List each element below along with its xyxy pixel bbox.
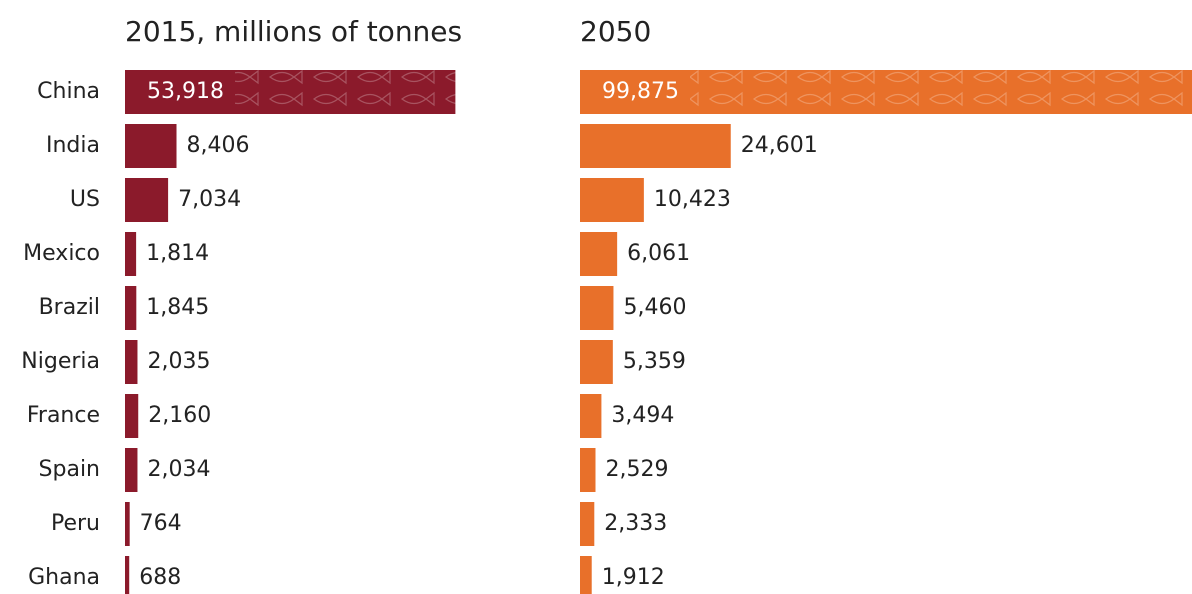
bar — [125, 556, 130, 594]
category-label: China — [37, 79, 100, 104]
category-label: Nigeria — [21, 349, 100, 374]
value-label: 8,406 — [187, 133, 250, 158]
bar-pattern — [690, 70, 1192, 114]
value-label: 10,423 — [654, 187, 731, 212]
bar — [580, 556, 592, 594]
bar — [125, 448, 138, 492]
value-label: 3,494 — [611, 403, 674, 428]
bar — [580, 232, 618, 276]
bar — [125, 502, 130, 546]
category-label: India — [46, 133, 100, 158]
value-label: 2,035 — [147, 349, 210, 374]
bar — [580, 394, 602, 438]
value-label: 24,601 — [741, 133, 818, 158]
bar — [580, 448, 596, 492]
panel-title: 2050 — [580, 15, 651, 48]
value-label: 2,160 — [148, 403, 211, 428]
bar — [580, 178, 644, 222]
bar-pattern — [235, 70, 456, 114]
category-label: Peru — [51, 511, 100, 536]
value-label: 764 — [140, 511, 182, 536]
bar — [580, 340, 613, 384]
value-label: 53,918 — [147, 79, 224, 104]
bar — [125, 340, 138, 384]
bar — [125, 286, 137, 330]
value-label: 1,814 — [146, 241, 209, 266]
bar — [580, 286, 614, 330]
category-label: Spain — [39, 457, 100, 482]
value-label: 7,034 — [178, 187, 241, 212]
category-label: US — [70, 187, 100, 212]
panel-title: 2015, millions of tonnes — [125, 15, 462, 48]
category-label: Brazil — [39, 295, 100, 320]
bar — [125, 124, 177, 168]
value-label: 688 — [139, 565, 181, 590]
bar — [580, 124, 731, 168]
value-label: 1,845 — [146, 295, 209, 320]
value-label: 99,875 — [602, 79, 679, 104]
bar — [125, 232, 137, 276]
value-label: 1,912 — [602, 565, 665, 590]
category-label: Ghana — [28, 565, 100, 590]
bar — [125, 394, 139, 438]
value-label: 5,460 — [623, 295, 686, 320]
value-label: 6,061 — [627, 241, 690, 266]
category-label: France — [27, 403, 100, 428]
value-label: 2,034 — [147, 457, 210, 482]
bar — [125, 178, 169, 222]
bar — [580, 502, 595, 546]
value-label: 2,333 — [604, 511, 667, 536]
category-label: Mexico — [23, 241, 100, 266]
value-label: 5,359 — [623, 349, 686, 374]
value-label: 2,529 — [605, 457, 668, 482]
